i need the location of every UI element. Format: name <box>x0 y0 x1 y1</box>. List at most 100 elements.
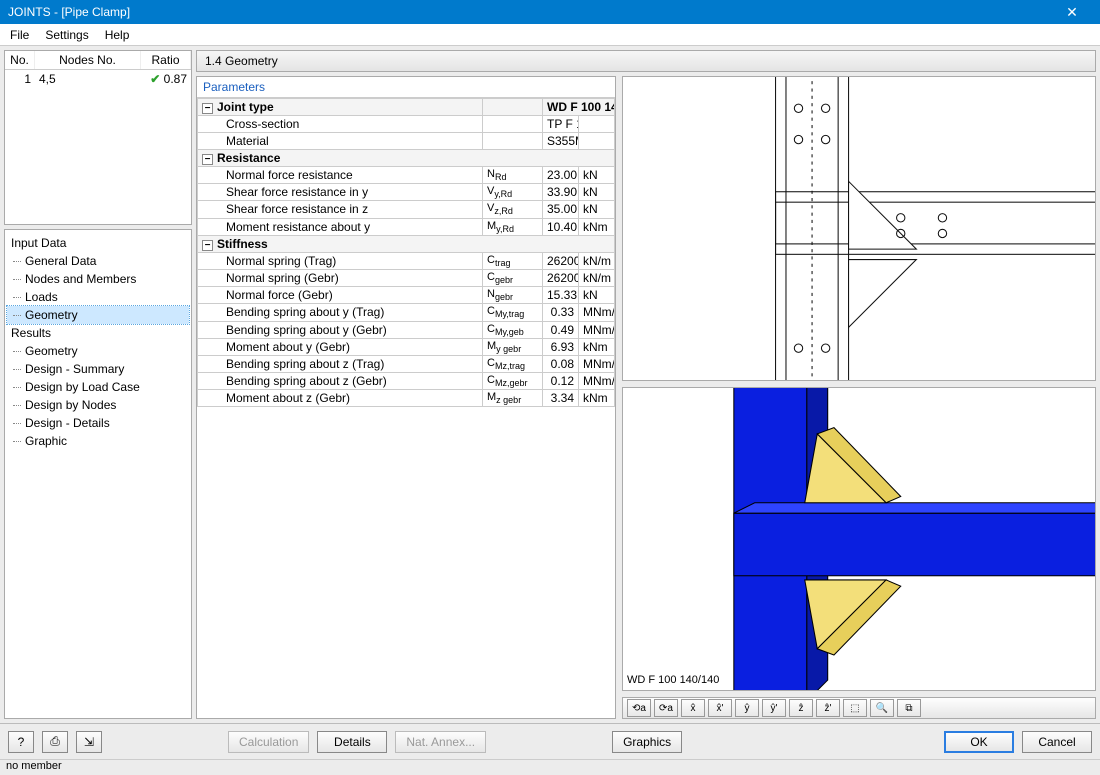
parameters-panel: Parameters −Joint typeWD F 100 140/140Cr… <box>196 76 616 719</box>
param-symbol <box>483 133 543 150</box>
param-value[interactable]: 35.00 <box>543 201 579 218</box>
ok-button[interactable]: OK <box>944 731 1014 753</box>
cell-ratio: ✔ 0.87 <box>141 70 191 88</box>
view-tool-button[interactable]: ⟳a <box>654 699 678 717</box>
param-label: Shear force resistance in z <box>198 201 483 218</box>
tree-item[interactable]: Design - Summary <box>7 360 189 378</box>
param-group[interactable]: −Stiffness <box>198 235 615 252</box>
tree-group: Input Data <box>7 234 189 252</box>
param-symbol: Ngebr <box>483 287 543 304</box>
drawing-3d <box>623 388 1095 691</box>
param-value[interactable]: 0.49 <box>543 321 579 338</box>
param-value: WD F 100 140/140 <box>543 99 615 116</box>
help-icon[interactable]: ? <box>8 731 34 753</box>
col-no: No. <box>5 51 35 69</box>
param-unit: kNm <box>579 338 615 355</box>
view-tool-button[interactable]: ẑ' <box>816 699 840 717</box>
param-symbol: Vz,Rd <box>483 201 543 218</box>
cancel-button[interactable]: Cancel <box>1022 731 1092 753</box>
param-label: Bending spring about z (Trag) <box>198 355 483 372</box>
param-label: Material <box>198 133 483 150</box>
param-value[interactable]: 15.33 <box>543 287 579 304</box>
view-tool-button[interactable]: x̂' <box>708 699 732 717</box>
param-value[interactable]: 26200.00 <box>543 269 579 286</box>
view-tool-button[interactable]: 🔍 <box>870 699 894 717</box>
menubar: File Settings Help <box>0 24 1100 46</box>
cell-nodes: 4,5 <box>35 70 141 88</box>
param-value[interactable]: TP F 100 | Sikla <box>543 116 579 133</box>
param-unit: MNm/ra <box>579 373 615 390</box>
section-title: 1.4 Geometry <box>196 50 1096 72</box>
param-symbol: Vy,Rd <box>483 184 543 201</box>
view-tool-button[interactable]: ẑ <box>789 699 813 717</box>
view-tool-button[interactable]: ⬚ <box>843 699 867 717</box>
titlebar: JOINTS - [Pipe Clamp] ✕ <box>0 0 1100 24</box>
view-tool-button[interactable]: ⟲a <box>627 699 651 717</box>
param-value[interactable]: 6.93 <box>543 338 579 355</box>
param-label: Normal spring (Trag) <box>198 252 483 269</box>
viewport-technical[interactable] <box>622 76 1096 381</box>
view-tool-button[interactable]: ŷ' <box>762 699 786 717</box>
param-value[interactable]: 0.08 <box>543 355 579 372</box>
param-unit: kNm <box>579 390 615 407</box>
param-symbol <box>483 116 543 133</box>
param-group[interactable]: −Resistance <box>198 150 615 167</box>
col-ratio: Ratio <box>141 51 191 69</box>
param-symbol: Ctrag <box>483 252 543 269</box>
param-value[interactable]: 10.40 <box>543 218 579 235</box>
param-value[interactable]: 33.90 <box>543 184 579 201</box>
tree-item[interactable]: Geometry <box>7 306 189 324</box>
param-value[interactable]: 3.34 <box>543 390 579 407</box>
tree-item[interactable]: Design by Nodes <box>7 396 189 414</box>
view-tool-button[interactable]: ⧉ <box>897 699 921 717</box>
table-row[interactable]: 1 4,5 ✔ 0.87 <box>5 70 191 88</box>
close-icon[interactable]: ✕ <box>1052 4 1092 21</box>
viewport-3d[interactable]: WD F 100 140/140 <box>622 387 1096 692</box>
menu-settings[interactable]: Settings <box>45 28 88 42</box>
param-symbol: Mz gebr <box>483 390 543 407</box>
print-icon[interactable]: ⎙ <box>42 731 68 753</box>
parameters-table[interactable]: −Joint typeWD F 100 140/140Cross-section… <box>197 98 615 718</box>
param-unit: kN <box>579 184 615 201</box>
param-group[interactable]: −Joint type <box>198 99 483 116</box>
param-label: Normal force (Gebr) <box>198 287 483 304</box>
tree-item[interactable]: Design by Load Case <box>7 378 189 396</box>
param-label: Moment about y (Gebr) <box>198 338 483 355</box>
graphics-button[interactable]: Graphics <box>612 731 682 753</box>
param-value[interactable]: 0.12 <box>543 373 579 390</box>
param-symbol: CMy,geb <box>483 321 543 338</box>
menu-file[interactable]: File <box>10 28 29 42</box>
parameters-heading: Parameters <box>197 77 615 98</box>
calculation-button[interactable]: Calculation <box>228 731 309 753</box>
param-value[interactable]: 0.33 <box>543 304 579 321</box>
tree-item[interactable]: Loads <box>7 288 189 306</box>
tree-item[interactable]: Geometry <box>7 342 189 360</box>
param-label: Shear force resistance in y <box>198 184 483 201</box>
param-value[interactable]: 26200.00 <box>543 252 579 269</box>
nat-annex-button[interactable]: Nat. Annex... <box>395 731 486 753</box>
param-unit: kN <box>579 201 615 218</box>
view-tool-button[interactable]: ŷ <box>735 699 759 717</box>
param-label: Bending spring about y (Trag) <box>198 304 483 321</box>
param-value[interactable]: 23.00 <box>543 167 579 184</box>
tree-item[interactable]: Design - Details <box>7 414 189 432</box>
check-icon: ✔ <box>150 72 160 86</box>
tree-item[interactable]: Nodes and Members <box>7 270 189 288</box>
details-button[interactable]: Details <box>317 731 387 753</box>
param-symbol: My,Rd <box>483 218 543 235</box>
viewport-toolbar: ⟲a⟳ax̂x̂'ŷŷ'ẑẑ'⬚🔍⧉ <box>622 697 1096 719</box>
param-value[interactable]: S355MC 1.0976 <box>543 133 579 150</box>
view-tool-button[interactable]: x̂ <box>681 699 705 717</box>
tree-item[interactable]: General Data <box>7 252 189 270</box>
param-unit: MNm/ra <box>579 355 615 372</box>
menu-help[interactable]: Help <box>105 28 130 42</box>
param-label: Normal force resistance <box>198 167 483 184</box>
cases-table[interactable]: No. Nodes No. Ratio 1 4,5 ✔ 0.87 <box>4 50 192 225</box>
window-title: JOINTS - [Pipe Clamp] <box>8 5 1052 19</box>
navigator-tree[interactable]: Input DataGeneral DataNodes and MembersL… <box>4 229 192 719</box>
tree-item[interactable]: Graphic <box>7 432 189 450</box>
param-symbol: My gebr <box>483 338 543 355</box>
param-unit: kN/m <box>579 252 615 269</box>
footer-bar: ? ⎙ ⇲ Calculation Details Nat. Annex... … <box>0 723 1100 759</box>
export-icon[interactable]: ⇲ <box>76 731 102 753</box>
